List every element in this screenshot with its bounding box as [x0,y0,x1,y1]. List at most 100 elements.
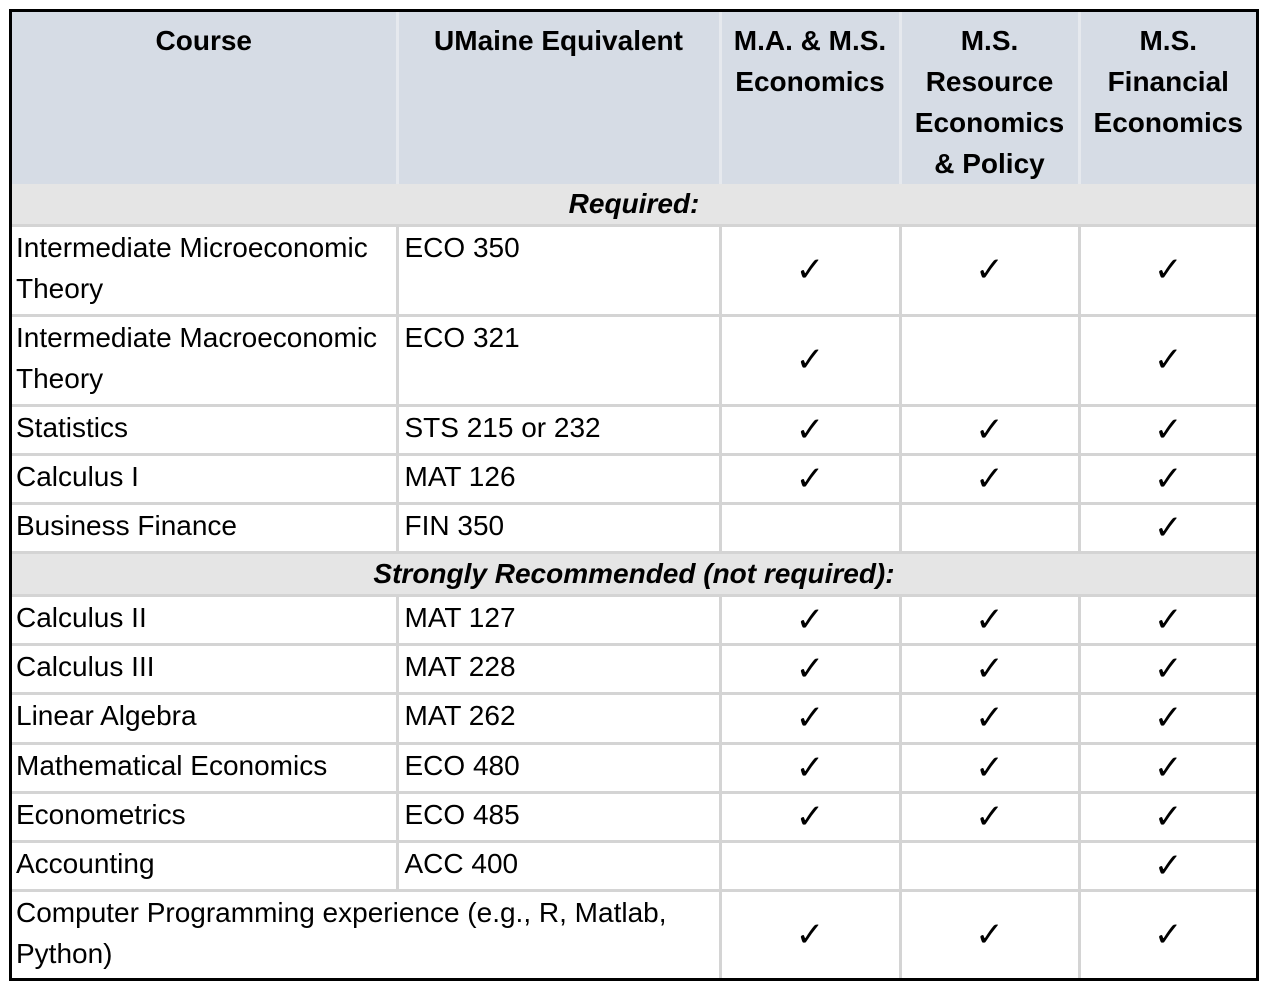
check-cell: ✓ [718,643,900,694]
check-cell [718,502,900,553]
checkmark-icon: ✓ [1154,747,1183,788]
checkmark-icon: ✓ [795,600,825,641]
check-cell: ✓ [1077,741,1256,793]
equivalent-cell: MAT 127 [395,594,720,645]
course-cell: Calculus I [12,452,397,504]
table-row: Calculus I MAT 126 ✓ ✓ ✓ [12,452,1256,504]
check-cell: ✓ [718,223,900,316]
check-cell: ✓ [1077,839,1256,891]
table-row: Computer Programming experience (e.g., R… [12,889,1256,978]
equivalent-cell: MAT 262 [395,692,720,744]
header-row: Course UMaine Equivalent M.A. & M.S. Eco… [12,12,1256,184]
course-cell: Intermediate Macroeconomic Theory [12,313,397,406]
check-cell: ✓ [718,741,900,793]
table-row: Linear Algebra MAT 262 ✓ ✓ ✓ [12,692,1256,744]
course-requirements-table: Course UMaine Equivalent M.A. & M.S. Eco… [12,12,1256,978]
course-cell: Business Finance [12,502,397,553]
header-umaine-equivalent: UMaine Equivalent [395,12,720,184]
table-row: Intermediate Microeconomic Theory ECO 35… [12,223,1256,316]
equivalent-cell: STS 215 or 232 [395,403,720,455]
course-cell: Econometrics [12,790,397,842]
course-cell: Calculus III [12,643,397,694]
check-cell: ✓ [718,313,900,406]
checkmark-icon: ✓ [975,600,1004,641]
check-cell: ✓ [898,889,1079,978]
course-cell: Accounting [12,839,397,891]
checkmark-icon: ✓ [975,458,1004,499]
check-cell: ✓ [898,403,1079,455]
check-cell: ✓ [718,889,900,978]
checkmark-icon: ✓ [1154,649,1183,690]
header-ms-financial-economics: M.S. Financial Economics [1077,12,1256,184]
checkmark-icon: ✓ [1154,409,1183,450]
checkmark-icon: ✓ [1154,340,1183,381]
checkmark-icon: ✓ [1154,250,1183,291]
check-cell: ✓ [1077,692,1256,744]
check-cell: ✓ [898,741,1079,793]
equivalent-cell: FIN 350 [395,502,720,553]
checkmark-icon: ✓ [1154,600,1183,641]
course-cell: Statistics [12,403,397,455]
course-cell: Calculus II [12,594,397,645]
checkmark-icon: ✓ [795,340,825,381]
check-cell: ✓ [1077,889,1256,978]
checkmark-icon: ✓ [1154,915,1183,955]
check-cell [718,839,900,891]
equivalent-cell: MAT 228 [395,643,720,694]
table-row: Accounting ACC 400 ✓ [12,839,1256,891]
checkmark-icon: ✓ [795,747,825,788]
checkmark-icon: ✓ [1154,796,1183,837]
check-cell: ✓ [1077,313,1256,406]
check-cell: ✓ [1077,403,1256,455]
check-cell: ✓ [718,594,900,645]
check-cell: ✓ [1077,502,1256,553]
checkmark-icon: ✓ [1154,698,1183,739]
check-cell: ✓ [718,403,900,455]
table-row: Calculus III MAT 228 ✓ ✓ ✓ [12,643,1256,694]
section-recommended-row: Strongly Recommended (not required): [12,551,1256,596]
section-required-row: Required: [12,184,1256,226]
requirements-table-frame: Course UMaine Equivalent M.A. & M.S. Eco… [9,9,1259,981]
checkmark-icon: ✓ [975,747,1004,788]
checkmark-icon: ✓ [795,915,825,955]
check-cell: ✓ [898,692,1079,744]
table-row: Calculus II MAT 127 ✓ ✓ ✓ [12,594,1256,645]
equivalent-cell: MAT 126 [395,452,720,504]
course-cell: Mathematical Economics [12,741,397,793]
check-cell [898,839,1079,891]
equivalent-cell: ECO 321 [395,313,720,406]
course-cell: Intermediate Microeconomic Theory [12,223,397,316]
table-row: Intermediate Macroeconomic Theory ECO 32… [12,313,1256,406]
check-cell: ✓ [1077,223,1256,316]
check-cell: ✓ [898,790,1079,842]
checkmark-icon: ✓ [1154,508,1183,549]
table-row: Statistics STS 215 or 232 ✓ ✓ ✓ [12,403,1256,455]
check-cell: ✓ [1077,790,1256,842]
checkmark-icon: ✓ [795,458,825,499]
checkmark-icon: ✓ [975,649,1004,690]
checkmark-icon: ✓ [975,250,1004,291]
check-cell: ✓ [898,594,1079,645]
checkmark-icon: ✓ [795,409,825,450]
course-cell: Computer Programming experience (e.g., R… [12,889,720,978]
equivalent-cell: ECO 480 [395,741,720,793]
table-row: Mathematical Economics ECO 480 ✓ ✓ ✓ [12,741,1256,793]
equivalent-cell: ECO 350 [395,223,720,316]
section-recommended-label: Strongly Recommended (not required): [12,551,1256,596]
section-required-label: Required: [12,184,1256,226]
check-cell: ✓ [898,643,1079,694]
equivalent-cell: ECO 485 [395,790,720,842]
check-cell: ✓ [1077,452,1256,504]
checkmark-icon: ✓ [975,915,1004,955]
header-ma-ms-economics: M.A. & M.S. Economics [718,12,900,184]
checkmark-icon: ✓ [795,698,825,739]
checkmark-icon: ✓ [975,796,1004,837]
checkmark-icon: ✓ [795,796,825,837]
check-cell: ✓ [718,790,900,842]
check-cell [898,313,1079,406]
checkmark-icon: ✓ [975,698,1004,739]
check-cell: ✓ [718,692,900,744]
checkmark-icon: ✓ [795,250,825,291]
course-cell: Linear Algebra [12,692,397,744]
checkmark-icon: ✓ [795,649,825,690]
